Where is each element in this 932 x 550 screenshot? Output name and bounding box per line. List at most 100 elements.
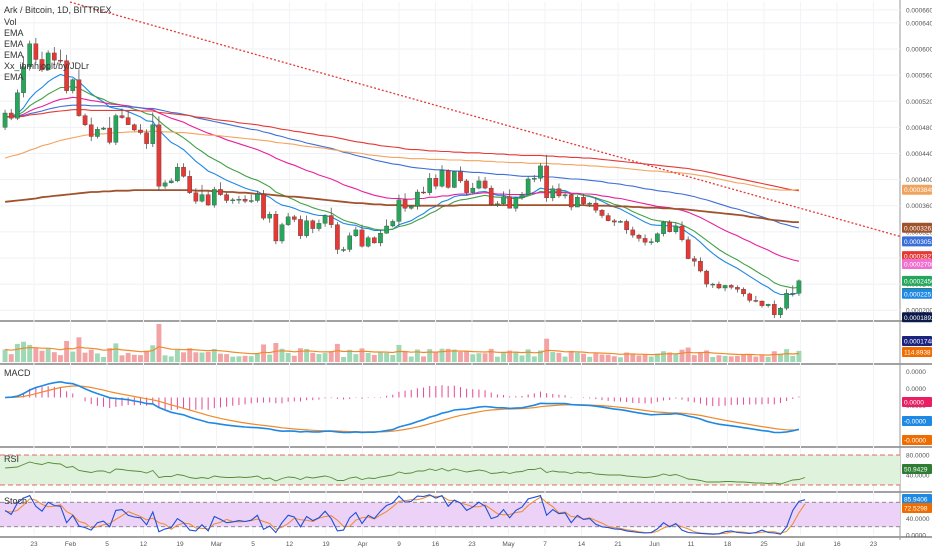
volume-bar[interactable] [14, 343, 20, 362]
volume-bar[interactable] [433, 352, 439, 362]
volume-bar[interactable] [101, 356, 106, 362]
volume-bar[interactable] [322, 353, 328, 362]
candle[interactable] [125, 117, 131, 125]
candle[interactable] [341, 249, 346, 251]
volume-bar[interactable] [384, 352, 390, 362]
volume-bar[interactable] [734, 355, 740, 362]
candle[interactable] [784, 293, 789, 309]
candle[interactable] [372, 237, 377, 244]
volume-bar[interactable] [562, 356, 568, 362]
candle[interactable] [248, 200, 254, 202]
candle[interactable] [88, 124, 94, 137]
candle[interactable] [513, 197, 519, 209]
candle[interactable] [298, 219, 303, 236]
candle[interactable] [452, 171, 457, 188]
volume-bar[interactable] [685, 347, 691, 362]
candle[interactable] [365, 237, 371, 247]
volume-bar[interactable] [371, 354, 377, 362]
candle[interactable] [384, 225, 389, 234]
volume-bar[interactable] [125, 353, 131, 362]
candle[interactable] [218, 189, 223, 195]
candle[interactable] [396, 199, 402, 222]
candle[interactable] [544, 165, 549, 199]
volume-bar[interactable] [747, 354, 753, 362]
volume-bar[interactable] [716, 355, 722, 362]
candle[interactable] [347, 235, 352, 250]
volume-bar[interactable] [248, 356, 254, 362]
volume-bar[interactable] [550, 352, 556, 362]
candle[interactable] [45, 52, 51, 71]
volume-bar[interactable] [673, 353, 679, 362]
candle[interactable] [162, 182, 168, 187]
volume-bar[interactable] [242, 355, 248, 362]
volume-bar[interactable] [556, 352, 562, 362]
volume-bar[interactable] [70, 351, 76, 362]
candle[interactable] [353, 229, 359, 236]
candle[interactable] [605, 215, 611, 221]
volume-bar[interactable] [494, 356, 500, 362]
volume-bar[interactable] [21, 341, 26, 362]
candle[interactable] [181, 167, 186, 177]
volume-bar[interactable] [310, 352, 316, 362]
volume-bar[interactable] [230, 356, 236, 362]
macd-panel[interactable] [5, 380, 800, 434]
candle[interactable] [101, 127, 106, 130]
candle[interactable] [470, 187, 476, 193]
candle[interactable] [624, 221, 629, 231]
volume-bar[interactable] [64, 340, 70, 362]
candle[interactable] [132, 124, 137, 131]
candle[interactable] [285, 216, 291, 225]
candle[interactable] [747, 293, 752, 301]
volume-bar[interactable] [501, 353, 506, 362]
candle[interactable] [150, 124, 156, 144]
candle[interactable] [95, 129, 100, 137]
candle[interactable] [765, 304, 771, 306]
volume-bar[interactable] [476, 353, 482, 362]
volume-bar[interactable] [525, 349, 531, 362]
candle[interactable] [33, 43, 39, 60]
candle[interactable] [667, 221, 672, 232]
volume-bar[interactable] [414, 349, 420, 363]
candle[interactable] [796, 280, 802, 294]
stoch-panel[interactable] [0, 494, 900, 535]
volume-bar[interactable] [611, 356, 617, 362]
candle[interactable] [772, 304, 777, 315]
candle[interactable] [550, 188, 556, 199]
volume-bar[interactable] [796, 350, 802, 362]
volume-bar[interactable] [765, 356, 771, 362]
volume-bar[interactable] [291, 355, 297, 362]
candle[interactable] [636, 234, 642, 239]
volume-bar[interactable] [618, 357, 623, 362]
volume-bar[interactable] [76, 337, 82, 362]
volume-panel[interactable] [2, 324, 802, 363]
candle[interactable] [427, 178, 432, 193]
volume-bar[interactable] [193, 352, 199, 362]
candle[interactable] [267, 214, 272, 219]
candle[interactable] [464, 180, 469, 193]
volume-bar[interactable] [661, 351, 666, 362]
candle[interactable] [661, 221, 666, 234]
candle[interactable] [495, 203, 500, 205]
volume-bar[interactable] [759, 355, 765, 362]
volume-bar[interactable] [359, 348, 365, 362]
volume-bar[interactable] [679, 349, 685, 362]
candle[interactable] [445, 170, 451, 188]
volume-bar[interactable] [199, 352, 205, 362]
volume-bar[interactable] [574, 352, 580, 362]
candle[interactable] [52, 52, 57, 61]
volume-bar[interactable] [396, 344, 402, 362]
candle[interactable] [704, 270, 709, 285]
volume-bar[interactable] [439, 348, 445, 362]
volume-bar[interactable] [113, 343, 119, 362]
volume-bar[interactable] [205, 351, 211, 362]
volume-bar[interactable] [519, 355, 525, 362]
candle[interactable] [532, 178, 537, 180]
candle[interactable] [205, 194, 211, 206]
volume-bar[interactable] [45, 348, 51, 362]
candle[interactable] [556, 188, 562, 197]
candle[interactable] [415, 191, 420, 207]
candle[interactable] [630, 229, 636, 236]
volume-bar[interactable] [728, 356, 734, 362]
volume-bar[interactable] [94, 353, 100, 362]
volume-bar[interactable] [211, 348, 217, 362]
